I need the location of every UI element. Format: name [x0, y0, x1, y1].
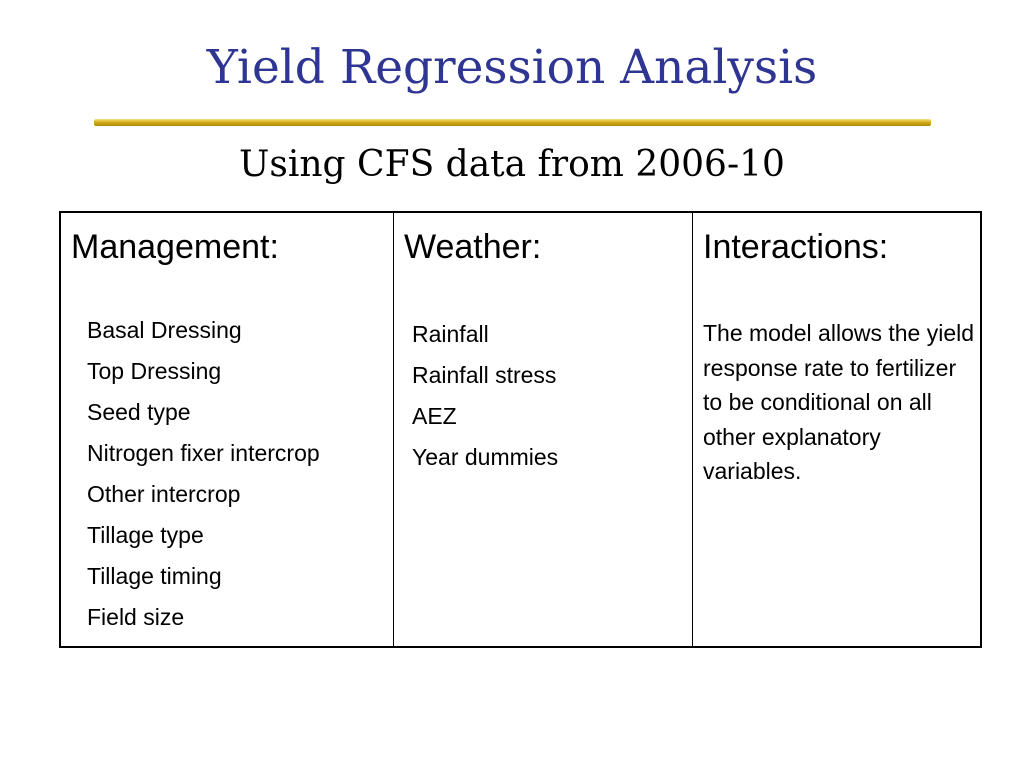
variables-table: Management: Basal Dressing Top Dressing …: [59, 211, 982, 648]
management-column: Management: Basal Dressing Top Dressing …: [61, 213, 394, 646]
slide-subtitle: Using CFS data from 2006-10: [239, 144, 785, 185]
interactions-description: The model allows the yield response rate…: [703, 320, 975, 484]
weather-list: Rainfall Rainfall stress AEZ Year dummie…: [412, 314, 558, 478]
management-header: Management:: [71, 228, 279, 266]
list-item: Tillage timing: [87, 563, 222, 589]
list-item: Year dummies: [412, 444, 559, 470]
interactions-column: Interactions: The model allows the yield…: [693, 213, 980, 646]
title-underline-rule: [94, 119, 931, 126]
list-item: Tillage type: [87, 522, 204, 548]
list-item: Field size: [87, 604, 185, 630]
list-item: AEZ: [412, 403, 457, 429]
list-item: Nitrogen fixer intercrop: [87, 440, 320, 466]
list-item: Rainfall stress: [412, 362, 557, 388]
list-item: Seed type: [87, 399, 191, 425]
interactions-header: Interactions:: [703, 228, 889, 266]
slide-title: Yield Regression Analysis: [206, 40, 818, 95]
list-item: Top Dressing: [87, 358, 222, 384]
weather-column: Weather: Rainfall Rainfall stress AEZ Ye…: [394, 213, 693, 646]
weather-header: Weather:: [404, 228, 542, 266]
list-item: Other intercrop: [87, 481, 241, 507]
list-item: Rainfall: [412, 321, 489, 347]
management-list: Basal Dressing Top Dressing Seed type Ni…: [87, 310, 320, 638]
list-item: Basal Dressing: [87, 317, 242, 343]
